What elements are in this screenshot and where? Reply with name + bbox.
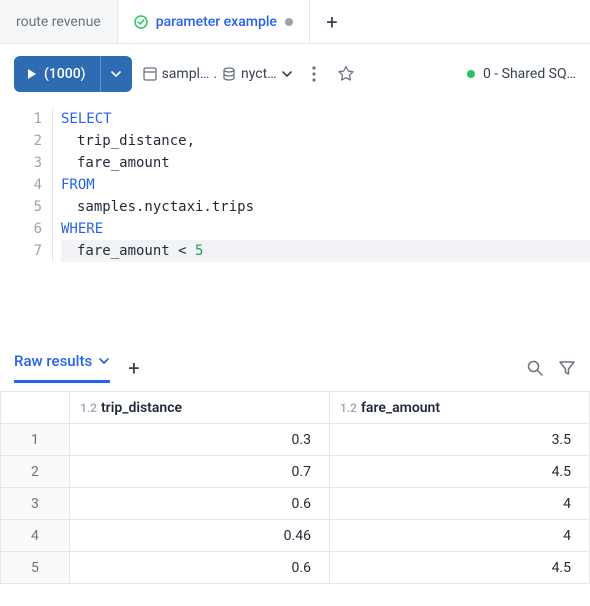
code-area[interactable]: SELECT trip_distance, fare_amount FROM s… bbox=[52, 108, 590, 262]
cluster-name: 0 - Shared SQ… bbox=[483, 66, 576, 82]
table-row[interactable]: 40.464 bbox=[1, 520, 590, 552]
table-row[interactable]: 50.64.5 bbox=[1, 552, 590, 584]
cell: 4 bbox=[329, 520, 589, 552]
play-icon bbox=[28, 69, 36, 79]
search-icon bbox=[526, 359, 544, 377]
run-dropdown-button[interactable] bbox=[100, 56, 132, 92]
tab-label: route revenue bbox=[16, 14, 101, 30]
chevron-down-icon bbox=[98, 355, 110, 367]
cluster-picker[interactable]: 0 - Shared SQ… bbox=[467, 66, 576, 82]
sql-keyword: FROM bbox=[61, 177, 95, 193]
cell: 0.46 bbox=[69, 520, 329, 552]
results-header: Raw results + bbox=[0, 352, 590, 391]
results-tab-label: Raw results bbox=[14, 352, 92, 370]
table-row[interactable]: 20.74.5 bbox=[1, 456, 590, 488]
sql-number: 5 bbox=[195, 243, 203, 259]
cell: 4.5 bbox=[329, 552, 589, 584]
table-row[interactable]: 30.64 bbox=[1, 488, 590, 520]
sql-text: trip_distance, bbox=[77, 133, 195, 149]
vertical-split[interactable] bbox=[0, 272, 590, 352]
row-number: 1 bbox=[1, 424, 70, 456]
cell: 4.5 bbox=[329, 456, 589, 488]
cell: 4 bbox=[329, 488, 589, 520]
table-body: 10.33.5 20.74.5 30.64 40.464 50.64.5 bbox=[1, 424, 590, 584]
status-dot-icon bbox=[467, 70, 475, 78]
column-name: fare_amount bbox=[361, 400, 440, 416]
toolbar: (1000) sampl… . nyct… 0 - Shared SQ… bbox=[0, 44, 590, 104]
star-icon bbox=[337, 65, 355, 83]
run-button[interactable]: (1000) bbox=[14, 56, 100, 92]
database-icon bbox=[221, 66, 237, 82]
results-tab[interactable]: Raw results bbox=[14, 352, 110, 383]
sql-editor[interactable]: 1234567 SELECT trip_distance, fare_amoun… bbox=[0, 104, 590, 272]
editor-tabs: route revenue parameter example + bbox=[0, 0, 590, 44]
filter-icon bbox=[558, 359, 576, 377]
cell: 0.7 bbox=[69, 456, 329, 488]
cell: 0.6 bbox=[69, 552, 329, 584]
check-circle-icon bbox=[134, 15, 148, 29]
cell: 0.3 bbox=[69, 424, 329, 456]
column-header[interactable]: 1.2 trip_distance bbox=[69, 392, 329, 424]
column-header[interactable]: 1.2 fare_amount bbox=[329, 392, 589, 424]
favorite-button[interactable] bbox=[335, 63, 357, 85]
row-number: 3 bbox=[1, 488, 70, 520]
search-results-button[interactable] bbox=[526, 359, 544, 377]
chevron-down-icon bbox=[281, 68, 293, 80]
row-number: 4 bbox=[1, 520, 70, 552]
cell: 3.5 bbox=[329, 424, 589, 456]
run-limit-label: (1000) bbox=[44, 66, 86, 82]
add-tab-button[interactable]: + bbox=[310, 10, 354, 34]
column-type: 1.2 bbox=[80, 401, 97, 415]
column-type: 1.2 bbox=[340, 401, 357, 415]
tab-label: parameter example bbox=[156, 14, 277, 30]
dirty-indicator-icon bbox=[285, 18, 293, 26]
add-visualization-button[interactable]: + bbox=[128, 356, 139, 380]
tab-active[interactable]: parameter example bbox=[118, 0, 310, 43]
table-header-row: 1.2 trip_distance 1.2 fare_amount bbox=[1, 392, 590, 424]
row-number: 2 bbox=[1, 456, 70, 488]
sql-text: fare_amount bbox=[77, 155, 170, 171]
catalog-name: sampl… bbox=[162, 66, 210, 82]
catalog-icon bbox=[142, 66, 158, 82]
row-number: 5 bbox=[1, 552, 70, 584]
cell: 0.6 bbox=[69, 488, 329, 520]
row-index-header[interactable] bbox=[1, 392, 70, 424]
line-gutter: 1234567 bbox=[0, 108, 52, 262]
filter-results-button[interactable] bbox=[558, 359, 576, 377]
sql-text: fare_amount < bbox=[77, 243, 195, 259]
catalog-schema-picker[interactable]: sampl… . nyct… bbox=[142, 66, 293, 82]
results-table: 1.2trip_distance 1.2fare_amount 10.33.5 … bbox=[0, 391, 590, 584]
sql-keyword: WHERE bbox=[61, 221, 103, 237]
kebab-icon bbox=[312, 66, 316, 82]
kebab-menu-button[interactable] bbox=[303, 63, 325, 85]
sql-text: samples.nyctaxi.trips bbox=[77, 199, 254, 215]
separator-dot: . bbox=[213, 66, 217, 82]
tab-inactive[interactable]: route revenue bbox=[0, 0, 118, 43]
sql-keyword: SELECT bbox=[61, 111, 112, 127]
schema-name: nyct… bbox=[241, 66, 277, 82]
table-row[interactable]: 10.33.5 bbox=[1, 424, 590, 456]
chevron-down-icon bbox=[110, 68, 122, 80]
run-split-button: (1000) bbox=[14, 56, 132, 92]
column-name: trip_distance bbox=[101, 400, 182, 416]
